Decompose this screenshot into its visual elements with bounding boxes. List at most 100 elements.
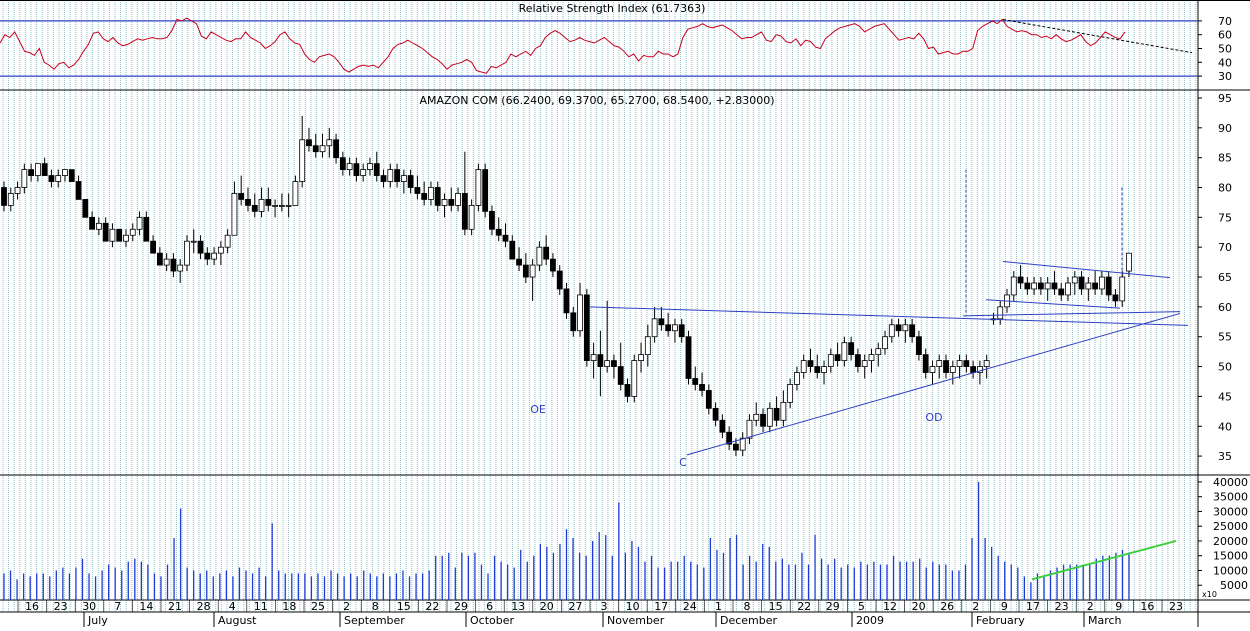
- candle-body: [956, 360, 963, 367]
- candle-body: [75, 181, 82, 200]
- candle: [997, 300, 1004, 325]
- candle: [428, 181, 434, 206]
- candle-body: [916, 336, 922, 356]
- candle-body: [665, 324, 672, 332]
- candle: [1031, 277, 1038, 295]
- candle-body: [346, 163, 353, 170]
- candle-body: [827, 354, 834, 367]
- candle-body: [583, 294, 590, 361]
- volume-tick-label: 5000: [1220, 579, 1248, 592]
- candle-body: [1085, 282, 1092, 290]
- candle-body: [780, 401, 787, 421]
- candle-body: [211, 252, 217, 260]
- x-day-label: 30: [82, 600, 96, 613]
- candle-body: [333, 139, 339, 159]
- candle-body: [238, 193, 245, 200]
- candle-body: [475, 169, 482, 206]
- candle: [699, 372, 705, 397]
- candle: [278, 193, 285, 212]
- candle: [299, 115, 306, 188]
- candle: [773, 396, 780, 427]
- candle-body: [753, 413, 760, 421]
- candle: [421, 181, 428, 206]
- x-day-label: 20: [912, 600, 926, 613]
- candle-body: [278, 205, 285, 207]
- x-day-label: 8: [372, 600, 379, 613]
- channel-lower-line: [985, 299, 1121, 309]
- candle: [651, 306, 658, 343]
- candle-body: [556, 270, 563, 290]
- candle: [1092, 271, 1099, 295]
- candle: [922, 348, 929, 379]
- rsi-line-layer: [0, 17, 1193, 74]
- candle: [14, 181, 21, 200]
- candle-body: [55, 175, 62, 182]
- candle: [34, 163, 41, 182]
- candle-body: [1126, 252, 1132, 272]
- candle-body: [292, 181, 299, 206]
- x-day-label: 18: [282, 600, 296, 613]
- candle-body: [929, 366, 936, 373]
- candle: [251, 193, 258, 218]
- candle: [292, 175, 299, 206]
- candle: [943, 354, 949, 379]
- price-tick-label: 90: [1218, 122, 1232, 135]
- candle: [1, 181, 7, 212]
- candle-body: [82, 199, 89, 218]
- candle-body: [495, 228, 502, 236]
- candle: [895, 318, 902, 337]
- candle: [563, 283, 570, 319]
- candle-body: [1037, 282, 1044, 290]
- candle-body: [129, 228, 136, 236]
- candle-body: [407, 175, 414, 188]
- candle: [1065, 277, 1071, 301]
- x-day-label: 6: [486, 600, 493, 613]
- price-tick-label: 65: [1218, 271, 1232, 284]
- candle-body: [1031, 282, 1038, 290]
- candle: [197, 235, 204, 260]
- candle-body: [644, 336, 651, 356]
- candle-body: [638, 354, 644, 361]
- candle-body: [163, 258, 170, 266]
- candle-body: [1065, 282, 1071, 296]
- price-tick-label: 40: [1218, 420, 1232, 433]
- volume-tick-label: 10000: [1213, 564, 1248, 577]
- candle-body: [997, 306, 1004, 320]
- x-month-label: August: [218, 614, 257, 627]
- x-day-label: 23: [1055, 600, 1069, 613]
- x-month-label: October: [470, 614, 514, 627]
- candle-body: [265, 199, 272, 206]
- candle: [861, 354, 868, 379]
- candle: [373, 151, 380, 182]
- candle-body: [977, 366, 983, 373]
- candle: [339, 151, 346, 176]
- candle: [848, 336, 855, 361]
- x-day-label: 9: [1115, 600, 1122, 613]
- volume-panel: 400003500030000250002000015000100005000 …: [3, 476, 1248, 600]
- candle-body: [1051, 282, 1058, 290]
- candle-body: [312, 145, 319, 153]
- volume-tick-label: 30000: [1213, 505, 1248, 518]
- x-day-label: 1: [715, 600, 722, 613]
- candle-body: [34, 163, 41, 176]
- candle-body: [983, 360, 990, 367]
- candle-body: [21, 169, 28, 188]
- x-day-label: 17: [1026, 600, 1040, 613]
- candle: [970, 360, 977, 379]
- candle: [163, 253, 170, 272]
- x-day-label: 16: [1140, 600, 1154, 613]
- candle: [800, 354, 807, 379]
- rsi-title: Relative Strength Index (61.7363): [519, 2, 706, 15]
- candle: [631, 354, 638, 403]
- price-panel: AMAZON COM (66.2400, 69.3700, 65.2700, 6…: [1, 92, 1232, 469]
- x-day-label: 20: [540, 600, 554, 613]
- candle-body: [1044, 282, 1051, 290]
- candle: [644, 324, 651, 367]
- candle: [394, 163, 400, 188]
- candle: [1010, 271, 1017, 301]
- candle-body: [7, 193, 14, 206]
- candle-body: [543, 246, 550, 260]
- x-day-label: 14: [139, 600, 153, 613]
